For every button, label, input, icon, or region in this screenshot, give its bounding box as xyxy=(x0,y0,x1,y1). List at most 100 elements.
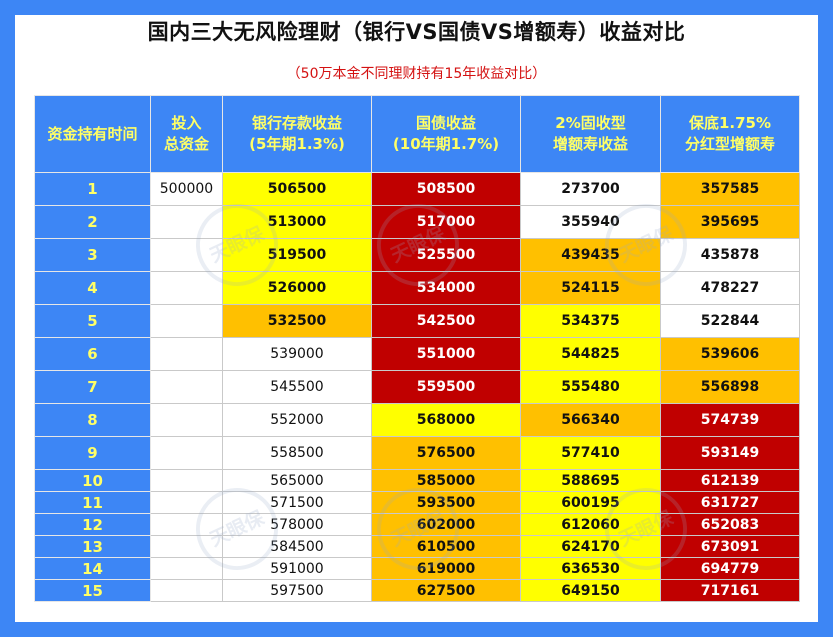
bank-return-cell: 532500 xyxy=(222,304,372,338)
header-label: 保底1.75% xyxy=(688,114,772,132)
invested-cell xyxy=(150,579,223,602)
bond-return-cell: 576500 xyxy=(371,436,521,470)
bond-return-cell: 568000 xyxy=(371,403,521,437)
invested-cell xyxy=(150,403,223,437)
year-cell: 12 xyxy=(34,513,151,536)
year-cell: 4 xyxy=(34,271,151,305)
dividend-life-return-cell: 556898 xyxy=(660,370,800,404)
bond-return-cell: 619000 xyxy=(371,557,521,580)
dividend-life-return-cell: 631727 xyxy=(660,491,800,514)
fixed-life-return-cell: 566340 xyxy=(520,403,661,437)
year-cell: 1 xyxy=(34,172,151,206)
bank-return-cell: 571500 xyxy=(222,491,372,514)
header-treasury-bond: 国债收益 (10年期1.7%) xyxy=(371,95,521,173)
year-cell: 3 xyxy=(34,238,151,272)
bank-return-cell: 545500 xyxy=(222,370,372,404)
header-row: 资金持有时间 投入 总资金 银行存款收益 (5年期1.3%) 国债收益 (10年… xyxy=(34,95,800,173)
fixed-life-return-cell: 588695 xyxy=(520,469,661,492)
dividend-life-return-cell: 522844 xyxy=(660,304,800,338)
year-cell: 5 xyxy=(34,304,151,338)
bank-return-cell: 558500 xyxy=(222,436,372,470)
bank-return-cell: 513000 xyxy=(222,205,372,239)
table-row: 15 597500 627500 649150 717161 xyxy=(34,579,800,602)
fixed-life-return-cell: 612060 xyxy=(520,513,661,536)
fixed-life-return-cell: 524115 xyxy=(520,271,661,305)
invested-cell xyxy=(150,436,223,470)
bank-return-cell: 584500 xyxy=(222,535,372,558)
invested-cell xyxy=(150,535,223,558)
invested-cell xyxy=(150,271,223,305)
bank-return-cell: 597500 xyxy=(222,579,372,602)
table-row: 12 578000 602000 612060 652083 xyxy=(34,513,800,536)
bank-return-cell: 526000 xyxy=(222,271,372,305)
invested-cell xyxy=(150,469,223,492)
bond-return-cell: 525500 xyxy=(371,238,521,272)
bank-return-cell: 565000 xyxy=(222,469,372,492)
bond-return-cell: 542500 xyxy=(371,304,521,338)
dividend-life-return-cell: 673091 xyxy=(660,535,800,558)
invested-cell xyxy=(150,238,223,272)
header-sublabel: 增额寿收益 xyxy=(552,135,628,153)
dividend-life-return-cell: 694779 xyxy=(660,557,800,580)
bond-return-cell: 551000 xyxy=(371,337,521,371)
bond-return-cell: 517000 xyxy=(371,205,521,239)
fixed-life-return-cell: 636530 xyxy=(520,557,661,580)
dividend-life-return-cell: 612139 xyxy=(660,469,800,492)
header-sublabel: 总资金 xyxy=(163,135,209,153)
table-row: 3 519500 525500 439435 435878 xyxy=(34,238,800,272)
header-sublabel: (5年期1.3%) xyxy=(249,135,345,153)
table-row: 14 591000 619000 636530 694779 xyxy=(34,557,800,580)
table-row: 13 584500 610500 624170 673091 xyxy=(34,535,800,558)
fixed-life-return-cell: 355940 xyxy=(520,205,661,239)
fixed-life-return-cell: 273700 xyxy=(520,172,661,206)
invested-cell: 500000 xyxy=(150,172,223,206)
invested-cell xyxy=(150,370,223,404)
year-cell: 7 xyxy=(34,370,151,404)
fixed-life-return-cell: 600195 xyxy=(520,491,661,514)
header-fixed-whole-life: 2%固收型 增额寿收益 xyxy=(520,95,661,173)
header-dividend-whole-life: 保底1.75% 分红型增额寿 xyxy=(660,95,800,173)
year-cell: 14 xyxy=(34,557,151,580)
invested-cell xyxy=(150,513,223,536)
bank-return-cell: 519500 xyxy=(222,238,372,272)
dividend-life-return-cell: 395695 xyxy=(660,205,800,239)
page-title: 国内三大无风险理财（银行VS国债VS增额寿）收益对比 xyxy=(147,20,686,44)
bond-return-cell: 534000 xyxy=(371,271,521,305)
dividend-life-return-cell: 478227 xyxy=(660,271,800,305)
bond-return-cell: 559500 xyxy=(371,370,521,404)
table-row: 1 500000 506500 508500 273700 357585 xyxy=(34,172,800,206)
header-holding-period: 资金持有时间 xyxy=(34,95,151,173)
bond-return-cell: 627500 xyxy=(371,579,521,602)
table-row: 7 545500 559500 555480 556898 xyxy=(34,370,800,404)
dividend-life-return-cell: 435878 xyxy=(660,238,800,272)
bank-return-cell: 506500 xyxy=(222,172,372,206)
year-cell: 10 xyxy=(34,469,151,492)
year-cell: 11 xyxy=(34,491,151,514)
table-row: 10 565000 585000 588695 612139 xyxy=(34,469,800,492)
bank-return-cell: 578000 xyxy=(222,513,372,536)
dividend-life-return-cell: 574739 xyxy=(660,403,800,437)
fixed-life-return-cell: 577410 xyxy=(520,436,661,470)
header-label: 资金持有时间 xyxy=(47,124,138,143)
table-row: 8 552000 568000 566340 574739 xyxy=(34,403,800,437)
table-row: 4 526000 534000 524115 478227 xyxy=(34,271,800,305)
bond-return-cell: 593500 xyxy=(371,491,521,514)
fixed-life-return-cell: 649150 xyxy=(520,579,661,602)
table-row: 6 539000 551000 544825 539606 xyxy=(34,337,800,371)
table-row: 9 558500 576500 577410 593149 xyxy=(34,436,800,470)
page-subtitle: （50万本金不同理财持有15年收益对比） xyxy=(286,66,547,82)
bond-return-cell: 610500 xyxy=(371,535,521,558)
header-label: 2%固收型 xyxy=(555,114,626,132)
header-invested: 投入 总资金 xyxy=(150,95,223,173)
year-cell: 8 xyxy=(34,403,151,437)
table-row: 11 571500 593500 600195 631727 xyxy=(34,491,800,514)
dividend-life-return-cell: 539606 xyxy=(660,337,800,371)
bond-return-cell: 585000 xyxy=(371,469,521,492)
invested-cell xyxy=(150,205,223,239)
header-label: 投入 xyxy=(171,114,202,132)
header-sublabel: 分红型增额寿 xyxy=(684,135,775,153)
fixed-life-return-cell: 555480 xyxy=(520,370,661,404)
dividend-life-return-cell: 717161 xyxy=(660,579,800,602)
dividend-life-return-cell: 652083 xyxy=(660,513,800,536)
header-bank-deposit: 银行存款收益 (5年期1.3%) xyxy=(222,95,372,173)
